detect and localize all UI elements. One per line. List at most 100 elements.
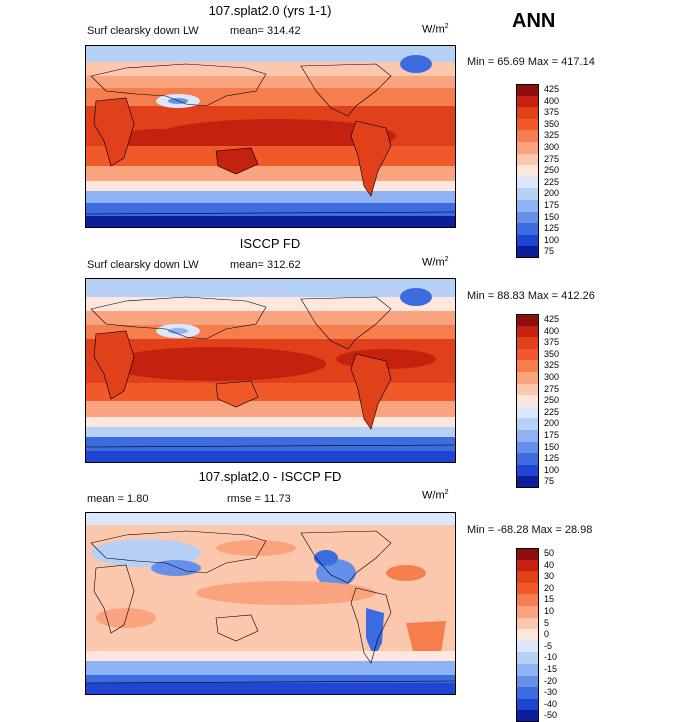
- legend-swatch: [516, 464, 539, 477]
- legend-label: 5: [544, 617, 550, 628]
- legend-swatch: [516, 176, 539, 189]
- legend-entry: 0: [516, 629, 628, 641]
- legend-label: 100: [544, 464, 560, 475]
- legend-swatch: [516, 606, 539, 618]
- legend-label: 350: [544, 348, 560, 359]
- legend-label: 0: [544, 629, 550, 640]
- legend-swatch: [516, 165, 539, 177]
- legend-entry: -40: [516, 698, 628, 711]
- legend-entry: 10: [516, 606, 628, 618]
- legend-swatch: [516, 348, 539, 361]
- legend-label: 400: [544, 95, 560, 106]
- legend-swatch: [516, 372, 539, 384]
- legend-entry: 300: [516, 142, 628, 154]
- legend-label: 350: [544, 118, 560, 129]
- legend-label: 150: [544, 441, 560, 452]
- legend-label: 100: [544, 234, 560, 245]
- map-obs: [85, 278, 456, 463]
- legend-label: 400: [544, 325, 560, 336]
- legend-label: -30: [544, 687, 558, 698]
- legend-swatch: [516, 95, 539, 108]
- legend-entry: 125: [516, 453, 628, 465]
- legend-label: 50: [544, 548, 555, 558]
- legend-entry: 75: [516, 476, 628, 488]
- legend-label: 375: [544, 107, 560, 118]
- legend-entry: 375: [516, 337, 628, 349]
- legend-swatch: [516, 582, 539, 595]
- legend-label: 375: [544, 337, 560, 348]
- legend-swatch: [516, 441, 539, 454]
- legend-swatch: [516, 629, 539, 641]
- legend-swatch: [516, 360, 539, 372]
- legend-label: -5: [544, 640, 553, 651]
- legend-label: 200: [544, 418, 560, 429]
- legend-label: 225: [544, 406, 560, 417]
- legend-swatch: [516, 476, 539, 488]
- legend-entry: 200: [516, 418, 628, 430]
- colorbar-legend: 425 400 375 350 325 300 275 250 225 200 175 150 125 1…: [516, 314, 628, 488]
- legend-entry: 15: [516, 594, 628, 606]
- legend-label: 150: [544, 211, 560, 222]
- legend-entry: 275: [516, 383, 628, 396]
- legend-label: 10: [544, 606, 555, 616]
- legend-entry: 5: [516, 617, 628, 630]
- legend-swatch: [516, 325, 539, 338]
- legend-entry: -10: [516, 652, 628, 664]
- legend-label: 15: [544, 594, 555, 605]
- legend-label: 250: [544, 165, 560, 176]
- legend-swatch: [516, 664, 539, 676]
- legend-label: 425: [544, 84, 560, 94]
- legend-entry: -5: [516, 640, 628, 653]
- legend-entry: 425: [516, 84, 628, 96]
- legend-entry: 250: [516, 395, 628, 407]
- legend-label: 325: [544, 360, 560, 371]
- legend-label: 175: [544, 200, 560, 210]
- legend-swatch: [516, 337, 539, 349]
- legend-label: 275: [544, 383, 560, 394]
- legend-entry: 75: [516, 246, 628, 258]
- legend-label: 225: [544, 176, 560, 187]
- legend-label: 300: [544, 142, 560, 152]
- map-model: [85, 45, 456, 228]
- legend-swatch: [516, 406, 539, 419]
- legend-swatch: [516, 675, 539, 688]
- legend-label: -40: [544, 698, 558, 709]
- legend-swatch: [516, 234, 539, 247]
- legend-entry: 40: [516, 559, 628, 572]
- mean-value: mean = 1.80: [87, 493, 149, 505]
- legend-label: 175: [544, 430, 560, 440]
- legend-swatch: [516, 211, 539, 224]
- legend-entry: 20: [516, 582, 628, 595]
- legend-swatch: [516, 594, 539, 606]
- legend-swatch: [516, 383, 539, 396]
- legend-swatch: [516, 188, 539, 200]
- legend-swatch: [516, 200, 539, 212]
- legend-entry: -30: [516, 687, 628, 699]
- legend-label: -20: [544, 675, 558, 686]
- legend-entry: 150: [516, 441, 628, 454]
- legend-label: 300: [544, 372, 560, 382]
- legend-entry: 50: [516, 548, 628, 560]
- legend-swatch: [516, 153, 539, 166]
- minmax-text: Min = 65.69 Max = 417.14: [467, 56, 595, 68]
- minmax-text: Min = -68.28 Max = 28.98: [467, 524, 593, 536]
- legend-entry: 300: [516, 372, 628, 384]
- legend-label: 75: [544, 476, 555, 487]
- legend-label: 125: [544, 453, 560, 464]
- legend-entry: 100: [516, 464, 628, 477]
- legend-entry: -50: [516, 710, 628, 722]
- season-label: ANN: [512, 10, 556, 32]
- legend-label: 275: [544, 153, 560, 164]
- legend-swatch: [516, 640, 539, 653]
- panel-title: 107.splat2.0 (yrs 1-1): [208, 3, 332, 18]
- units-label: W/m2: [422, 489, 449, 502]
- legend-entry: 350: [516, 118, 628, 131]
- legend-swatch: [516, 617, 539, 630]
- legend-entry: -20: [516, 675, 628, 688]
- panel-title: ISCCP FD: [239, 236, 301, 251]
- legend-label: -10: [544, 652, 558, 663]
- legend-label: 250: [544, 395, 560, 406]
- legend-swatch: [516, 430, 539, 442]
- legend-entry: 400: [516, 325, 628, 338]
- legend-entry: -15: [516, 664, 628, 676]
